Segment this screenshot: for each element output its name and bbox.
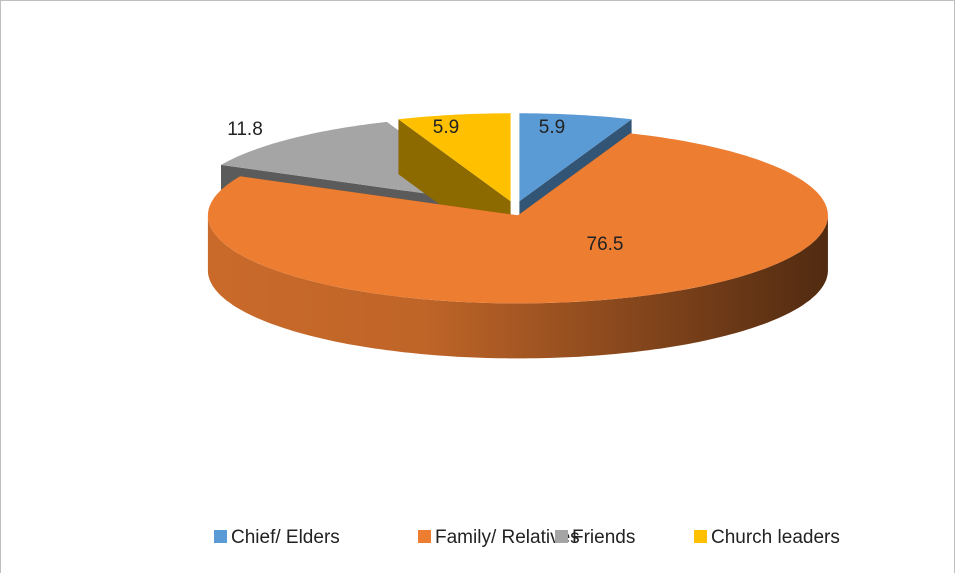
legend-label: Chief/ Elders xyxy=(231,527,340,548)
legend-label: Church leaders xyxy=(711,527,840,548)
slice xyxy=(398,113,511,202)
legend-swatch xyxy=(418,530,431,543)
legend-swatch xyxy=(214,530,227,543)
data-label: 5.9 xyxy=(539,117,565,138)
slice xyxy=(519,113,632,202)
data-label: 76.5 xyxy=(587,234,624,255)
data-label: 11.8 xyxy=(227,119,263,140)
slice xyxy=(207,133,828,304)
legend-label: Friends xyxy=(572,527,635,548)
pie: 5.9 76.5 11.8 5.9 xyxy=(207,113,828,359)
legend-swatch xyxy=(694,530,707,543)
legend-label: Family/ Relatives xyxy=(435,527,580,548)
legend-swatch xyxy=(555,530,568,543)
slice-wall-shade xyxy=(207,215,828,359)
data-label: 5.9 xyxy=(433,117,459,138)
